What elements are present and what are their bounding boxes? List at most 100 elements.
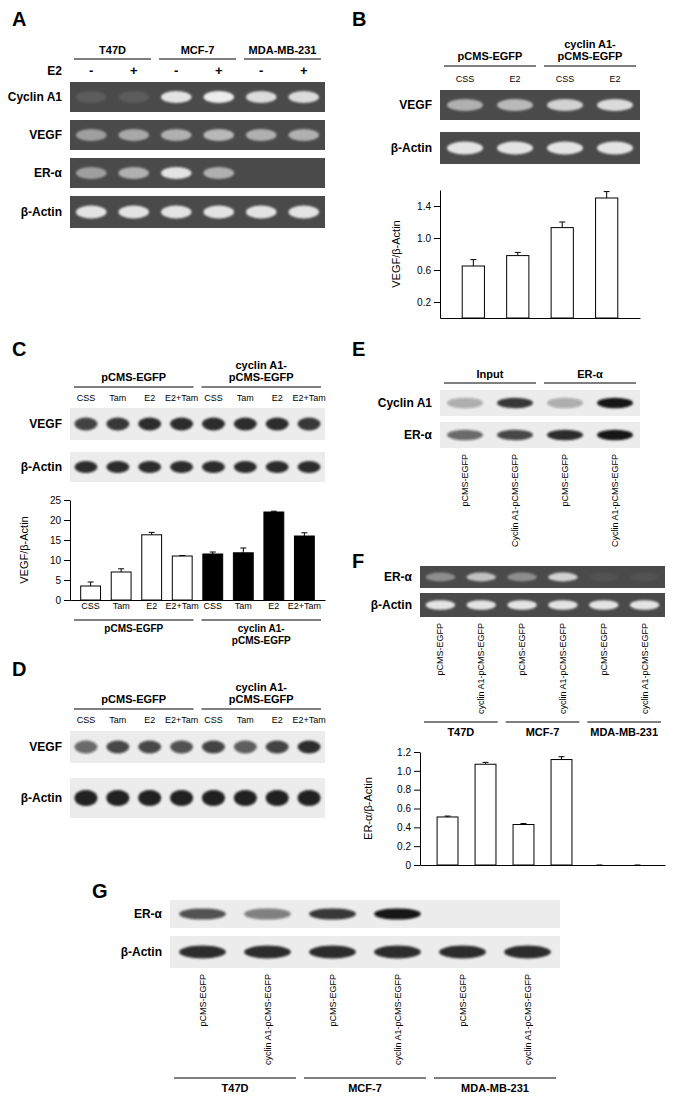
- error-cap: [88, 582, 94, 583]
- tick: 10: [50, 555, 70, 566]
- group-label: MCF-7: [181, 44, 215, 56]
- panel-a: AT47DMCF-7MDA-MB-231E2-+-+-+Cyclin A1VEG…: [8, 8, 325, 228]
- band: [547, 142, 583, 155]
- tick: 0.6: [397, 803, 420, 814]
- band: [548, 600, 577, 610]
- row-label: VEGF: [29, 740, 62, 754]
- band: [118, 167, 149, 179]
- group-label: ER-α: [577, 368, 603, 380]
- error-cap: [240, 548, 246, 549]
- error-cap: [118, 568, 124, 569]
- tick: 5: [55, 575, 70, 586]
- error-cap: [179, 555, 185, 556]
- tick-mark: [64, 560, 70, 561]
- lane-label: CSS: [204, 715, 223, 725]
- band: [298, 741, 321, 754]
- tick-mark: [414, 827, 420, 828]
- panel-d: DpCMS-EGFPcyclin A1-pCMS-EGFPCSSTamE2E2+…: [12, 658, 326, 818]
- band: [504, 946, 551, 959]
- tick-label: 5: [55, 575, 61, 586]
- tick-mark: [414, 846, 420, 847]
- row-label: Cyclin A1: [378, 396, 433, 410]
- treatment-label: E2: [47, 64, 62, 78]
- band: [170, 790, 193, 806]
- lane-label: cyclin A1-pCMS-EGFP: [558, 623, 568, 714]
- row-label: ER-α: [34, 166, 63, 180]
- lane-label: E2+Tam: [165, 393, 198, 403]
- lane-label: Cyclin A1-pCMS-EGFP: [510, 454, 520, 547]
- band: [203, 91, 234, 103]
- tick: 0.6: [417, 265, 440, 276]
- error-cap: [271, 511, 277, 512]
- tick: 15: [50, 535, 70, 546]
- error-cap: [483, 762, 489, 763]
- axis-line: [440, 191, 441, 319]
- group-line: [304, 1077, 426, 1078]
- error-cap: [210, 552, 216, 553]
- band: [374, 908, 421, 919]
- panel-letter: A: [12, 8, 26, 30]
- error-line: [606, 192, 607, 198]
- tick-label: 0: [405, 860, 411, 871]
- bands: [179, 946, 551, 959]
- band: [106, 461, 129, 473]
- row-label: β-Actin: [21, 460, 62, 474]
- error-bar: [179, 555, 185, 556]
- lane-label: E2: [144, 715, 155, 725]
- row-label: β-Actin: [21, 205, 62, 219]
- error-cap: [445, 816, 451, 817]
- tick-mark: [434, 302, 440, 303]
- bands: [76, 91, 319, 103]
- band: [244, 908, 291, 919]
- tick-label: 20: [50, 515, 62, 526]
- tick-label: 15: [50, 535, 62, 546]
- lane-label: Tam: [237, 715, 254, 725]
- lane-label: Tam: [237, 393, 254, 403]
- band: [309, 908, 356, 919]
- band: [497, 430, 533, 440]
- blot-background: [440, 132, 640, 164]
- tick-label: CSS: [204, 601, 223, 611]
- plot-area: [437, 757, 640, 865]
- lane-label: CSS: [77, 393, 96, 403]
- lane-label: CSS: [77, 715, 96, 725]
- tick-mark: [434, 270, 440, 271]
- y-axis: 0510152025: [50, 495, 71, 606]
- band: [138, 461, 161, 473]
- bands: [76, 206, 319, 219]
- row-label: ER-α: [134, 907, 163, 921]
- error-bar: [470, 260, 476, 266]
- group-label: T47D: [222, 1082, 249, 1094]
- band: [298, 461, 321, 473]
- band: [202, 418, 225, 431]
- lane-label: Tam: [109, 715, 126, 725]
- lane-label: pCMS-EGFP: [460, 454, 470, 507]
- band: [374, 946, 421, 959]
- bar: [596, 198, 618, 318]
- plot-area: [81, 511, 315, 600]
- error-cap: [521, 823, 527, 824]
- tick: 0.2: [417, 297, 440, 308]
- panel-letter: C: [12, 338, 26, 360]
- bar: [589, 865, 610, 866]
- band: [246, 206, 277, 219]
- band: [597, 398, 633, 408]
- blot-background: [70, 731, 325, 763]
- tick-label: 0.4: [397, 822, 411, 833]
- lane-label: -: [89, 63, 93, 78]
- group-line: [444, 382, 536, 383]
- band: [497, 398, 533, 408]
- group-label: pCMS-EGFP: [101, 371, 166, 383]
- band: [630, 573, 659, 582]
- row-label: β-Actin: [371, 598, 412, 612]
- lane-label: Cyclin A1-pCMS-EGFP: [610, 454, 620, 547]
- panel-letter: E: [352, 338, 365, 360]
- tick-label: 0.6: [417, 265, 431, 276]
- band: [202, 461, 225, 473]
- group-line: [544, 65, 636, 66]
- error-bar: [558, 757, 564, 760]
- chart: 0510152025CSSTamE2E2+TamCSSTamE2E2+TamVE…: [18, 495, 326, 646]
- tick: 1.0: [417, 233, 440, 244]
- error-cap: [596, 865, 602, 866]
- band: [234, 461, 257, 473]
